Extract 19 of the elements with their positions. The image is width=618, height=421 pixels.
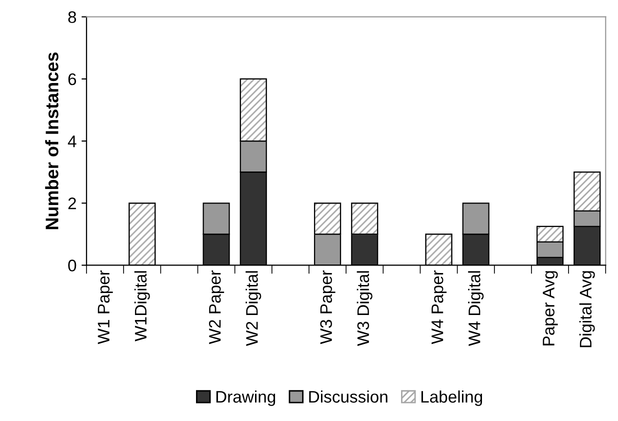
legend-label: Labeling: [421, 390, 482, 406]
x-tick-label: W4 Digital: [468, 271, 484, 346]
x-tick-label: W4 Paper: [432, 270, 447, 344]
legend-label: Drawing: [216, 390, 276, 406]
x-tick-label: W3 Paper: [320, 270, 336, 344]
x-tick-label: W2 Digital: [246, 271, 262, 346]
x-tick-label: Digital Avg: [579, 271, 595, 348]
x-tick-label: W2 Paper: [208, 270, 224, 344]
y-tick-label: 0: [68, 260, 76, 272]
x-tick-label: W1 Paper: [98, 270, 113, 344]
x-tick-label: Paper Avg: [542, 271, 558, 346]
x-tick-label: W1Digital: [134, 271, 150, 342]
y-tick-label: 2: [68, 198, 76, 210]
x-tick-label: W3 Digital: [356, 271, 372, 346]
legend-label: Discussion: [309, 390, 388, 403]
y-tick-label: 6: [68, 73, 76, 86]
y-tick-label: 4: [68, 136, 76, 148]
y-tick-label: 8: [68, 11, 76, 24]
y-axis-title: Number of Instances: [45, 52, 58, 230]
